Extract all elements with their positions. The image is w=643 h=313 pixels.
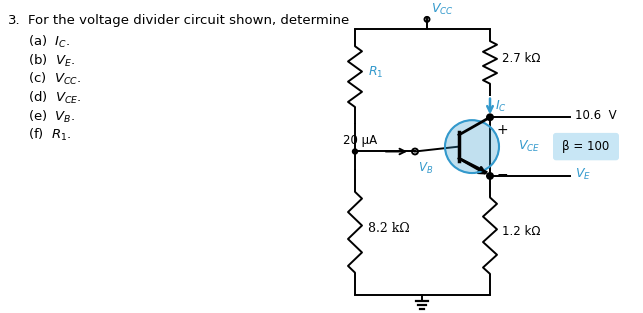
FancyBboxPatch shape — [553, 133, 619, 160]
Text: (f)  $R_1$.: (f) $R_1$. — [28, 127, 71, 143]
Text: β = 100: β = 100 — [563, 140, 610, 153]
Text: 8.2 kΩ: 8.2 kΩ — [368, 222, 410, 235]
Text: 10.6  V: 10.6 V — [575, 109, 617, 122]
Text: $V_{CC}$: $V_{CC}$ — [431, 2, 454, 18]
Text: $R_1$: $R_1$ — [368, 65, 383, 80]
Text: (e)  $V_B$.: (e) $V_B$. — [28, 108, 75, 125]
Text: 3.: 3. — [8, 14, 21, 28]
Text: 2.7 kΩ: 2.7 kΩ — [502, 52, 541, 65]
Circle shape — [445, 120, 499, 173]
Text: 1.2 kΩ: 1.2 kΩ — [502, 225, 541, 238]
Text: (b)  $V_E$.: (b) $V_E$. — [28, 53, 75, 69]
Text: For the voltage divider circuit shown, determine: For the voltage divider circuit shown, d… — [28, 14, 349, 28]
Text: (d)  $V_{CE}$.: (d) $V_{CE}$. — [28, 90, 82, 106]
Text: (a)  $I_C$.: (a) $I_C$. — [28, 34, 70, 50]
Text: (c)  $V_{CC}$.: (c) $V_{CC}$. — [28, 71, 81, 87]
Circle shape — [487, 173, 493, 178]
Circle shape — [352, 149, 358, 154]
Text: $V_B$: $V_B$ — [418, 161, 433, 177]
Text: $V_E$: $V_E$ — [575, 167, 591, 182]
Circle shape — [487, 115, 493, 120]
Text: 20 μA: 20 μA — [343, 134, 377, 146]
Text: +: + — [497, 123, 509, 137]
Text: $V_{CE}$: $V_{CE}$ — [518, 139, 540, 154]
Text: −: − — [497, 168, 509, 182]
Text: $I_C$: $I_C$ — [495, 99, 507, 114]
